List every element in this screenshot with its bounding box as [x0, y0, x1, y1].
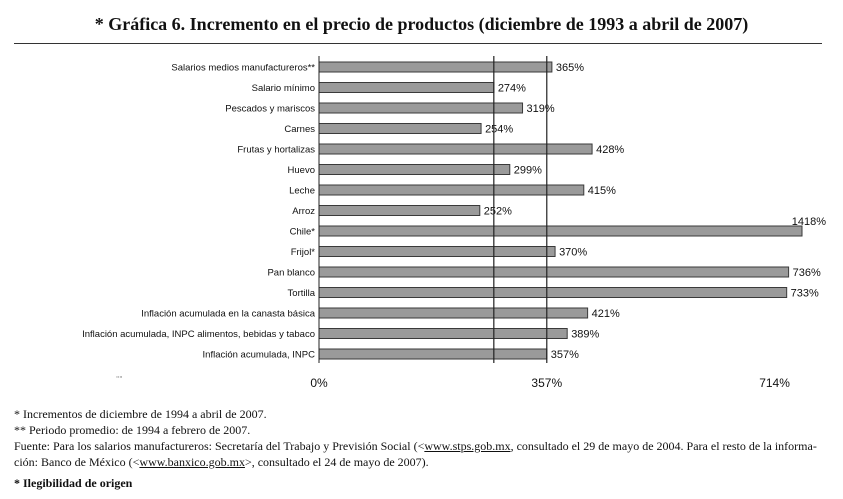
category-label: Inflación acumulada en la canasta básica	[141, 309, 315, 320]
value-label: 319%	[527, 103, 555, 115]
bar	[318, 143, 593, 155]
footnotes: * Incrementos de diciembre de 1994 a abr…	[14, 406, 829, 470]
value-label: 357%	[551, 349, 579, 361]
category-label: Leche	[289, 186, 315, 197]
value-label: 254%	[485, 124, 513, 136]
bar	[318, 164, 511, 175]
bar	[318, 287, 788, 298]
bar	[318, 184, 585, 196]
value-label: 415%	[588, 185, 616, 197]
source-text-a: Fuente: Para los salarios manufactureros…	[14, 439, 425, 453]
category-label: Frutas y hortalizas	[237, 145, 315, 156]
bar	[318, 225, 803, 237]
value-label: 733%	[791, 288, 819, 300]
bar	[318, 102, 524, 114]
footnote-2: ** Periodo promedio: de 1994 a febrero d…	[14, 423, 251, 437]
category-label: Huevo	[288, 165, 315, 176]
bar	[318, 61, 553, 73]
source-note: Fuente: Para los salarios manufactureros…	[14, 438, 829, 454]
value-label: 252%	[484, 206, 512, 218]
bar	[318, 205, 481, 216]
bar	[318, 123, 482, 134]
chart-title: * Gráfica 6. Incremento en el precio de …	[94, 14, 749, 34]
bar	[318, 82, 495, 93]
value-label: 299%	[514, 165, 542, 177]
bar-chart: Salarios medios manufactureros** Salario …	[82, 56, 826, 390]
value-label: 1418%	[792, 216, 826, 228]
banxico-link[interactable]: www.banxico.gob.mx	[139, 455, 245, 469]
source-text-d: >, consultado el 24 de mayo de 2007).	[244, 455, 429, 469]
category-label: Inflación acumulada, INPC alimentos, beb…	[82, 329, 315, 340]
bar	[318, 266, 790, 278]
stray-mark: ""	[116, 375, 123, 383]
value-label: 389%	[571, 329, 599, 341]
value-label: 274%	[498, 83, 526, 95]
category-label: Pan blanco	[267, 268, 315, 279]
bar	[318, 348, 548, 360]
category-label: Salarios medios manufactureros**	[171, 63, 315, 74]
stps-link[interactable]: www.stps.gob.mx	[424, 439, 511, 453]
category-label: Tortilla	[288, 288, 316, 299]
value-label: 421%	[592, 308, 620, 320]
title-divider	[14, 43, 822, 44]
category-label: Arroz	[292, 206, 315, 217]
x-tick-label: 0%	[310, 376, 328, 390]
x-tick-label: 357%	[531, 376, 562, 390]
category-label: Salario mínimo	[252, 83, 315, 94]
category-label: Pescados y mariscos	[225, 104, 315, 115]
value-label: 365%	[556, 62, 584, 74]
category-label: Frijol*	[291, 247, 316, 258]
source-text-b: , consultado el 29 de mayo de 2004. Para…	[510, 439, 817, 453]
category-label: Chile*	[290, 227, 316, 238]
bar	[318, 246, 556, 257]
category-label: Inflación acumulada, INPC	[203, 350, 316, 361]
source-note-cont: ción: Banco de México (<www.banxico.gob.…	[14, 454, 829, 470]
origin-note: * Ilegibilidad de origen	[14, 476, 133, 490]
footnote-1: * Incrementos de diciembre de 1994 a abr…	[14, 407, 267, 421]
bar	[318, 328, 568, 339]
value-label: 736%	[793, 267, 821, 279]
source-text-c: ción: Banco de México (<	[14, 455, 140, 469]
x-tick-label: 714%	[759, 376, 790, 390]
value-label: 370%	[559, 247, 587, 259]
category-label: Carnes	[284, 124, 315, 135]
value-label: 428%	[596, 144, 624, 156]
